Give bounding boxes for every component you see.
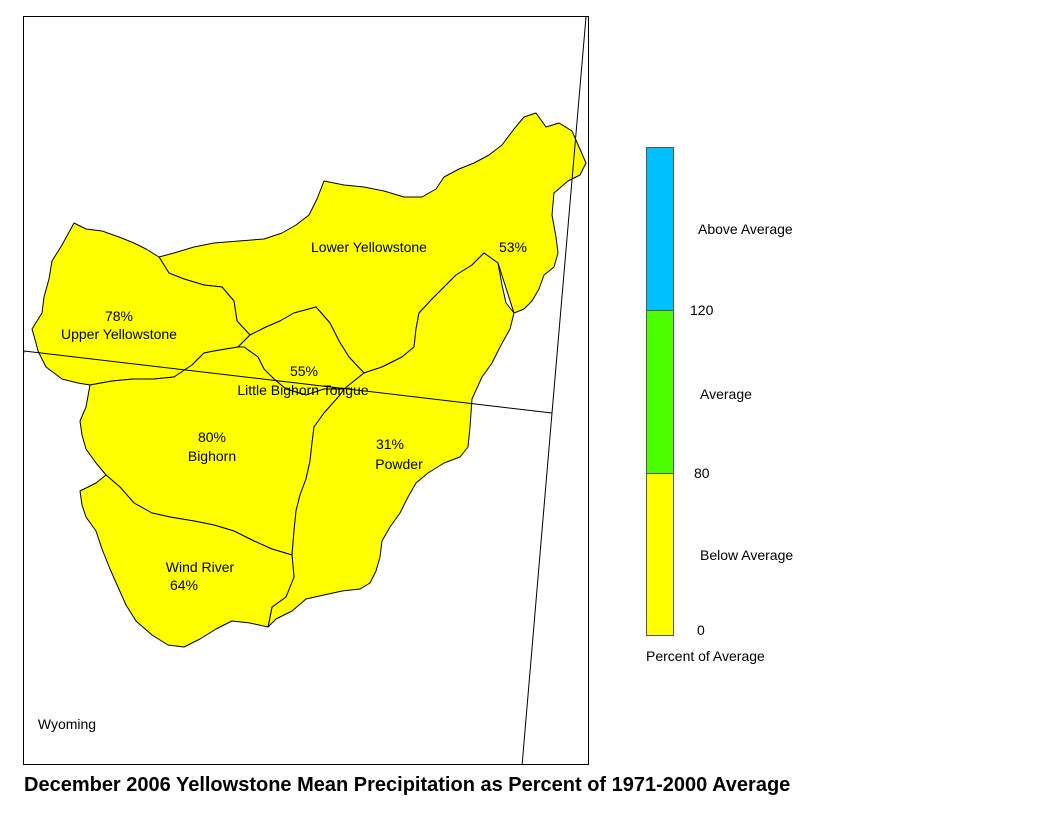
map-frame: Lower Yellowstone 53% 78% Upper Yellowst…: [23, 16, 589, 765]
legend-tick-0: 0: [697, 622, 705, 638]
legend-average-swatch: [646, 310, 674, 474]
legend-average-label: Average: [700, 386, 752, 402]
label-wind-river-name: Wind River: [166, 559, 235, 575]
legend-tick-120: 120: [690, 302, 714, 318]
legend-caption: Percent of Average: [646, 648, 765, 664]
label-powder-value: 31%: [376, 436, 404, 452]
label-little-bighorn-tongue-name: Little Bighorn Tongue: [237, 382, 368, 398]
label-bighorn-name: Bighorn: [188, 448, 236, 464]
label-lower-yellowstone-name: Lower Yellowstone: [311, 239, 427, 255]
legend-tick-80: 80: [694, 465, 710, 481]
label-upper-yellowstone-name: Upper Yellowstone: [61, 326, 177, 342]
label-powder-name: Powder: [375, 456, 423, 472]
basin-wind-river[interactable]: [79, 474, 295, 648]
label-wind-river-value: 64%: [170, 577, 198, 593]
legend-below-average-label: Below Average: [700, 547, 794, 563]
state-borders: [24, 17, 587, 764]
legend-below-average-swatch: [646, 473, 674, 636]
state-label-wyoming: Wyoming: [38, 716, 96, 732]
label-lower-yellowstone-value: 53%: [499, 239, 527, 255]
label-bighorn-value: 80%: [198, 429, 226, 445]
legend-above-average-label: Above Average: [698, 221, 793, 237]
legend-above-average-swatch: [646, 147, 674, 311]
map-title: December 2006 Yellowstone Mean Precipita…: [24, 774, 791, 796]
label-upper-yellowstone-value: 78%: [105, 308, 133, 324]
basin-powder[interactable]: [267, 252, 515, 628]
label-little-bighorn-tongue-value: 55%: [290, 363, 318, 379]
basin-map: Lower Yellowstone 53% 78% Upper Yellowst…: [24, 17, 587, 764]
